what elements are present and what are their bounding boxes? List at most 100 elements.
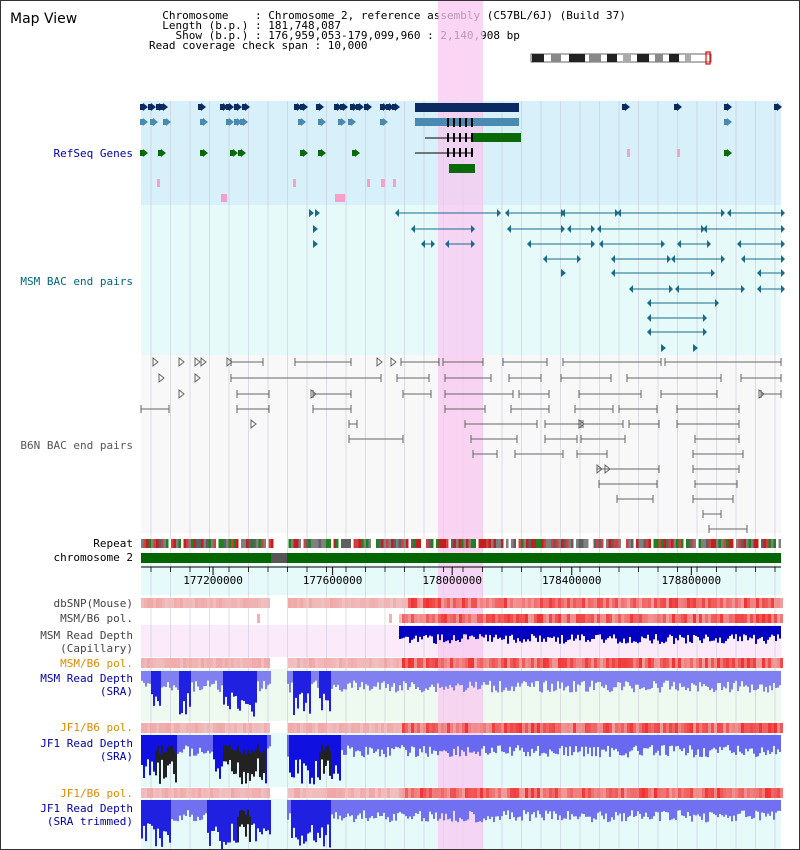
depth-bar [643, 671, 645, 688]
depth-bar [511, 671, 513, 687]
depth-bar [715, 671, 717, 691]
pol-segment [696, 723, 699, 733]
pol-segment [507, 614, 510, 623]
chromosome-ideogram [530, 51, 712, 65]
jf1-sra-label-1[interactable]: JF1 Read Depth [40, 737, 133, 750]
pol-segment [537, 658, 540, 668]
depth-bar [259, 751, 261, 778]
pol-segment [549, 598, 552, 608]
pol-segment [555, 788, 558, 798]
gene-exon [150, 119, 153, 125]
pol-segment [645, 658, 648, 668]
pol-segment [375, 598, 378, 608]
pol-segment [489, 723, 492, 733]
pol-segment [384, 788, 387, 798]
dbsnp-label[interactable]: dbSNP(Mouse) [53, 597, 133, 610]
pol-segment [519, 658, 522, 668]
depth-bar [759, 735, 761, 754]
depth-bar [603, 800, 605, 820]
depth-bar [613, 626, 615, 635]
msm-b6-pol-label-2[interactable]: MSM/B6 pol. [60, 657, 133, 670]
depth-bar [305, 671, 307, 703]
pol-segment [540, 788, 543, 798]
refseq-label[interactable]: RefSeq Genes [53, 147, 133, 160]
pol-segment [312, 658, 315, 668]
repeat-segment [331, 539, 334, 548]
bac-end [781, 269, 785, 277]
depth-bar [517, 626, 519, 639]
depth-bar [415, 735, 417, 757]
repeat-segment [416, 539, 419, 548]
depth-bar [635, 735, 637, 746]
depth-bar [513, 626, 515, 640]
pol-segment [399, 723, 402, 733]
pol-segment [552, 788, 555, 798]
depth-bar [499, 626, 501, 638]
msm-sra-label-1[interactable]: MSM Read Depth [40, 672, 133, 685]
bac-end [604, 463, 611, 475]
pol-segment [222, 658, 225, 668]
depth-bar [381, 671, 383, 683]
msm-b6-pol-label-1[interactable]: MSM/B6 pol. [60, 612, 133, 625]
gene-exon [380, 104, 383, 110]
depth-bar [251, 750, 253, 775]
depth-bar [657, 735, 659, 751]
pol-segment [396, 723, 399, 733]
depth-bar [457, 626, 459, 641]
pol-segment [471, 614, 474, 623]
pol-segment [354, 723, 357, 733]
bac-end [597, 225, 601, 233]
pol-segment [765, 788, 768, 798]
ruler-tick-label: 178800000 [662, 574, 722, 587]
pol-segment [564, 788, 567, 798]
depth-bar [731, 626, 733, 635]
pol-segment [516, 658, 519, 668]
pol-segment [579, 658, 582, 668]
jf1-b6-pol-label-1[interactable]: JF1/B6 pol. [60, 721, 133, 734]
pol-segment [420, 658, 423, 668]
jf1-trim-label-1[interactable]: JF1 Read Depth [40, 802, 133, 815]
pol-segment [180, 723, 183, 733]
depth-bar [251, 671, 253, 712]
depth-bar [183, 671, 185, 702]
repeat-segment [673, 539, 676, 548]
gene-exon [724, 119, 727, 125]
depth-bar [349, 800, 351, 817]
pol-segment [411, 598, 414, 608]
b6n-bac-label[interactable]: B6N BAC end pairs [20, 439, 133, 452]
depth-bar [315, 800, 317, 843]
depth-bar [385, 800, 387, 820]
chromosome-label: chromosome 2 [53, 551, 133, 564]
repeat-segment [161, 539, 164, 548]
msm-capillary-label-1[interactable]: MSM Read Depth [40, 629, 133, 642]
pol-segment [753, 723, 756, 733]
depth-bar [437, 671, 439, 684]
repeat-segment [251, 539, 254, 548]
gene-exon [724, 104, 727, 110]
pol-segment [567, 788, 570, 798]
jf1-b6-pol-label-2[interactable]: JF1/B6 pol. [60, 787, 133, 800]
depth-bar [723, 626, 725, 644]
pol-segment [408, 723, 411, 733]
gene-arrow [303, 149, 308, 157]
msm-bac-label[interactable]: MSM BAC end pairs [20, 275, 133, 288]
depth-bar [651, 671, 653, 689]
pol-segment [543, 598, 546, 608]
pol-segment [321, 598, 324, 608]
depth-bar [531, 626, 533, 635]
bac-end [707, 240, 711, 248]
pol-segment [633, 658, 636, 668]
pol-segment [141, 598, 144, 608]
pol-segment [165, 658, 168, 668]
pol-segment [639, 614, 642, 623]
depth-bar [641, 735, 643, 756]
pol-segment [444, 788, 447, 798]
pol-segment [465, 723, 468, 733]
depth-bar [725, 671, 727, 689]
depth-bar [549, 671, 551, 692]
depth-bar [565, 800, 567, 819]
pol-segment [255, 788, 258, 798]
depth-bar [503, 671, 505, 691]
depth-bar [369, 800, 371, 818]
